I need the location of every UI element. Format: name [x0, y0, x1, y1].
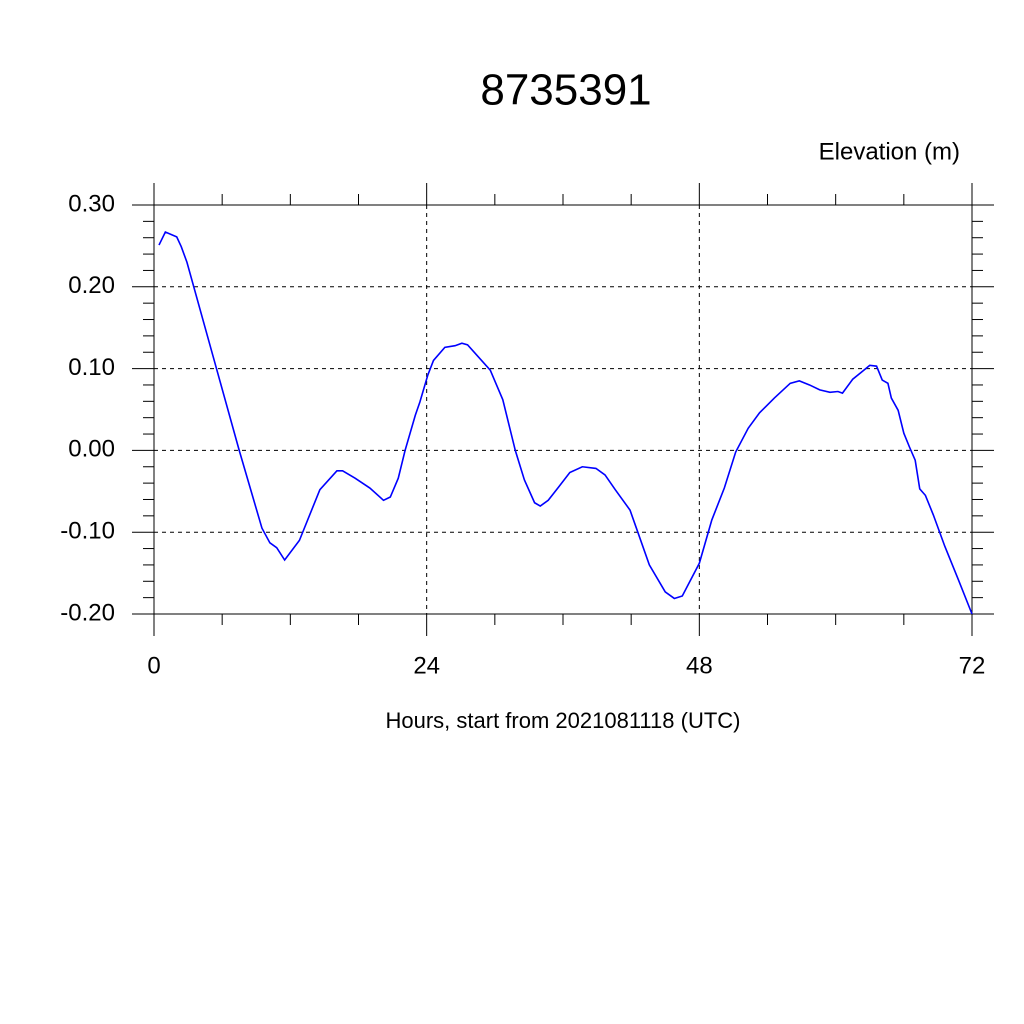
y-tick-label: 0.00 [68, 436, 115, 463]
axis-unit: Elevation (m) [819, 138, 960, 165]
data-line [158, 230, 973, 615]
y-tick-label: 0.10 [68, 354, 115, 381]
y-tick-label: 0.20 [68, 272, 115, 299]
y-tick-label: -0.10 [60, 518, 115, 545]
plot-frame [153, 204, 973, 615]
y-tick-label: 0.30 [68, 190, 115, 217]
x-tick-label: 24 [413, 652, 440, 679]
x-axis-label: Hours, start from 2021081118 (UTC) [386, 708, 741, 733]
chart-title: 8735391 [480, 66, 651, 115]
y-tick-label: -0.20 [60, 599, 115, 626]
x-tick-label: 72 [959, 652, 986, 679]
x-tick-label: 48 [686, 652, 713, 679]
x-tick-label: 0 [147, 652, 160, 679]
